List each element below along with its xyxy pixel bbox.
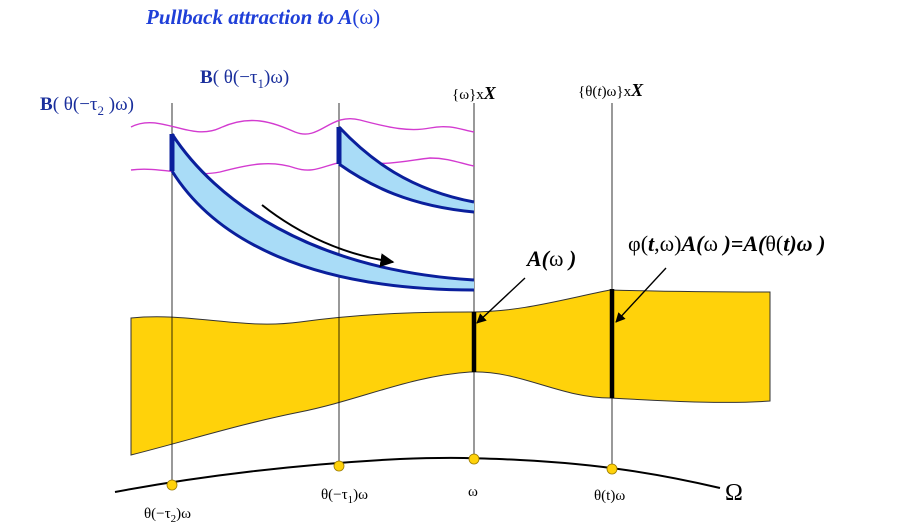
pointer-a-omega [476, 277, 526, 324]
tube-tau2-lower-edge [170, 170, 475, 292]
tube-tau1 [339, 127, 474, 212]
label-b-tau1: B( θ(−τ1)ω) [200, 67, 289, 91]
base-point-tau2 [166, 479, 178, 491]
wave-upper [130, 117, 475, 135]
label-cocycle: φ(t,ω)A(ω )=A(θ(t)ω ) [628, 231, 825, 256]
base-point-tau1 [333, 460, 345, 472]
base-curve-omega [114, 456, 721, 493]
label-fiber-omega: {ω}xX [452, 83, 497, 103]
diagram-title: Pullback attraction to A(ω) [145, 5, 380, 29]
pointer-cocycle [615, 267, 667, 323]
attractor-band [130, 289, 771, 456]
flow-arrow [261, 204, 395, 268]
tube-tau2 [172, 134, 474, 290]
base-label-tau1: θ(−τ1)ω [321, 487, 368, 506]
base-label-tau2: θ(−τ2)ω [144, 506, 191, 525]
base-point-theta-t [606, 463, 618, 475]
tube-tau2-upper-edge [170, 133, 475, 282]
base-label-omega: ω [468, 484, 478, 500]
label-fiber-theta-t: {θ(t)ω}xX [578, 80, 644, 100]
tube-tau1-upper-edge [337, 125, 475, 204]
label-omega-space: Ω [725, 480, 743, 506]
label-a-omega: A(ω ) [525, 246, 576, 271]
base-point-omega [468, 453, 480, 465]
base-label-theta-t: θ(t)ω [594, 488, 625, 504]
tube-tau1-lower-edge [338, 162, 475, 214]
label-b-tau2: B( θ(−τ2 )ω) [40, 94, 134, 118]
